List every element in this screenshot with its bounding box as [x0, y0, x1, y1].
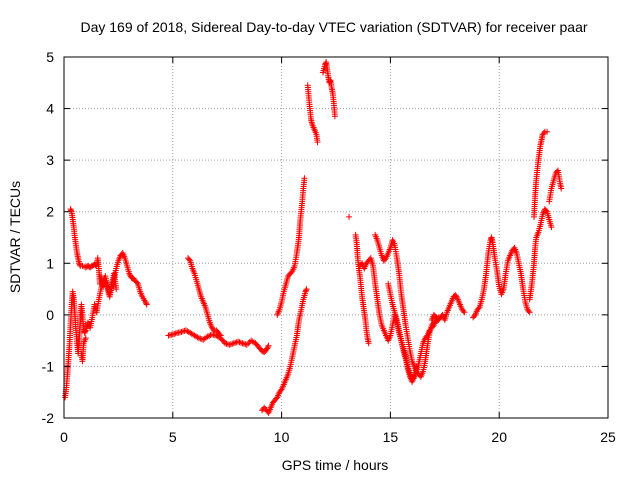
y-tick-label: 0 [46, 307, 54, 323]
data-point [229, 340, 236, 347]
data-point [230, 340, 237, 347]
data-point [206, 332, 213, 339]
data-point [303, 286, 310, 293]
data-point [76, 260, 83, 267]
data-point [237, 339, 244, 346]
data-point [222, 340, 229, 347]
data-point [327, 78, 334, 85]
data-point [288, 269, 295, 276]
y-tick-label: -2 [42, 410, 55, 426]
x-tick-label: 5 [169, 429, 177, 445]
x-tick-label: 0 [60, 429, 68, 445]
x-axis-label: GPS time / hours [282, 457, 389, 473]
data-point [236, 339, 243, 346]
y-tick-label: 2 [46, 204, 54, 220]
data-point [460, 307, 467, 314]
data-point [544, 128, 551, 135]
axis-ticks: 0 5 10 15 20 25 -2 -1 0 1 2 3 4 5 [42, 49, 616, 445]
data-point [171, 330, 178, 337]
data-point [346, 213, 353, 220]
data-point [127, 271, 134, 278]
data-point [548, 224, 555, 231]
x-tick-label: 20 [491, 429, 507, 445]
data-point [461, 309, 468, 316]
data-point [413, 363, 420, 370]
data-point [198, 336, 205, 343]
data-point [242, 341, 249, 348]
data-point [68, 207, 75, 214]
data-point [172, 330, 179, 337]
x-tick-label: 15 [383, 429, 399, 445]
data-point [126, 270, 133, 277]
x-tick-label: 10 [274, 429, 290, 445]
data-point [452, 292, 459, 299]
data-point [331, 113, 338, 120]
y-axis-label: SDTVAR / TECUs [7, 181, 23, 293]
data-point [471, 313, 478, 320]
data-point [265, 342, 272, 349]
y-tick-label: 4 [46, 101, 54, 117]
data-point [143, 301, 150, 308]
data-point [314, 139, 321, 146]
data-point [82, 335, 89, 342]
data-point [322, 60, 329, 67]
data-point [143, 300, 150, 307]
data-point [113, 286, 120, 293]
data-point [223, 340, 230, 347]
data-point [365, 340, 372, 347]
data-point [243, 341, 250, 348]
data-point [194, 334, 201, 341]
data-point [227, 341, 234, 348]
data-point [142, 298, 149, 305]
data-points [62, 59, 565, 416]
data-point [475, 305, 482, 312]
data-point [133, 279, 140, 286]
data-point [301, 175, 308, 182]
data-point [235, 338, 242, 345]
data-point [226, 341, 233, 348]
data-point [277, 387, 284, 394]
data-point [67, 206, 74, 213]
data-point [453, 293, 460, 300]
data-point [92, 262, 99, 269]
data-point [178, 328, 185, 335]
data-point [210, 326, 217, 333]
chart-title: Day 169 of 2018, Sidereal Day-to-day VTE… [80, 19, 587, 35]
x-tick-label: 25 [600, 429, 616, 445]
y-tick-label: -1 [42, 358, 55, 374]
data-point [204, 333, 211, 340]
data-point [76, 261, 83, 268]
data-point [169, 331, 176, 338]
data-point [239, 340, 246, 347]
data-point [264, 345, 271, 352]
y-tick-label: 3 [46, 152, 54, 168]
data-point [454, 295, 461, 302]
data-point [232, 339, 239, 346]
data-point [186, 256, 193, 263]
data-point [526, 309, 533, 316]
data-point [195, 335, 202, 342]
data-point [302, 288, 309, 295]
y-tick-label: 5 [46, 49, 54, 65]
data-point [303, 287, 310, 294]
data-point [553, 168, 560, 175]
data-point [542, 207, 549, 214]
data-point [558, 185, 565, 192]
data-point [273, 395, 280, 402]
plot-frame [63, 56, 609, 419]
data-point [540, 130, 547, 137]
data-point [525, 307, 532, 314]
data-point [217, 332, 224, 339]
y-tick-label: 1 [46, 255, 54, 271]
data-point [264, 344, 271, 351]
data-point [81, 329, 88, 336]
data-point [245, 340, 252, 347]
data-point [216, 331, 223, 338]
data-point [82, 328, 89, 335]
data-point [381, 256, 388, 263]
data-point [263, 346, 270, 353]
